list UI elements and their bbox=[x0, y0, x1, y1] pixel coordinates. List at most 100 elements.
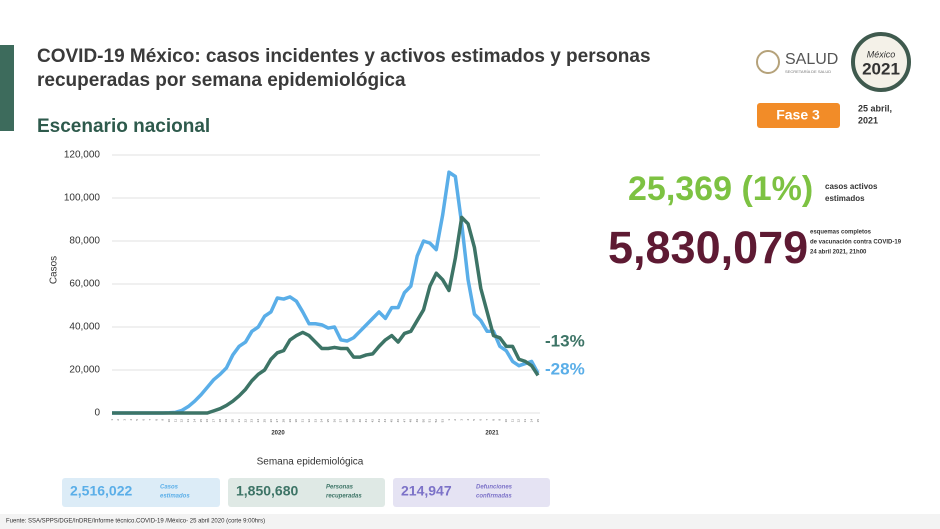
x-tick-label: 11 bbox=[510, 419, 514, 422]
active-label: estimados bbox=[825, 194, 865, 203]
x-tick-label: 7 bbox=[148, 419, 152, 421]
title: COVID-19 México: casos incidentes y acti… bbox=[37, 46, 651, 67]
x-tick-label: 50 bbox=[421, 419, 425, 423]
total-value: 214,947 bbox=[401, 483, 452, 499]
x-tick-label: 10 bbox=[504, 419, 508, 423]
x-tick-label: 34 bbox=[320, 419, 324, 423]
x-tick-label: 9 bbox=[498, 419, 502, 421]
vaccinated: 5,830,079 bbox=[608, 222, 808, 273]
x-tick-label: 22 bbox=[243, 419, 247, 423]
x-tick-label: 12 bbox=[180, 419, 184, 423]
x-tick-label: 53 bbox=[440, 419, 444, 423]
x-tick-label: 31 bbox=[301, 419, 305, 423]
annotation: -13% bbox=[545, 331, 585, 350]
x-tick-label: 8 bbox=[154, 419, 158, 421]
x-tick-label: 20 bbox=[231, 419, 235, 423]
x-tick-label: 45 bbox=[390, 419, 394, 423]
x-tick-label: 39 bbox=[351, 419, 355, 423]
active-label: casos activos bbox=[825, 182, 878, 191]
x-tick-label: 15 bbox=[199, 419, 203, 423]
x-tick-label: 9 bbox=[161, 419, 165, 421]
x-tick-label: 3 bbox=[459, 419, 463, 421]
x-tick-label: 40 bbox=[358, 419, 362, 423]
x-tick-label: 17 bbox=[212, 419, 216, 423]
x-tick-label: 49 bbox=[415, 419, 419, 423]
x-tick-label: 6 bbox=[479, 419, 483, 421]
footer: Fuente: SSA/SPPS/DGE/InDRE/Informe técni… bbox=[6, 519, 265, 525]
total-value: 2,516,022 bbox=[70, 483, 132, 499]
total-value: 1,850,680 bbox=[236, 483, 298, 499]
x-tick-label: 23 bbox=[250, 419, 254, 423]
x-tick-label: 28 bbox=[281, 419, 285, 423]
total-label: confirmadas bbox=[476, 494, 512, 500]
series-line bbox=[112, 170, 540, 415]
x-tick-label: 25 bbox=[262, 419, 266, 423]
logo-2021 bbox=[851, 32, 911, 92]
active-cases: 25,369 (1%) bbox=[628, 170, 813, 208]
x-tick-label: 33 bbox=[313, 419, 317, 423]
accent-bar bbox=[0, 45, 14, 131]
x-tick-label: 13 bbox=[523, 419, 527, 423]
x-tick-label: 5 bbox=[135, 419, 139, 421]
total-box bbox=[62, 478, 220, 507]
y-tick-label: 40,000 bbox=[69, 322, 100, 333]
x-tick-label: 6 bbox=[142, 419, 146, 421]
logo-emblem bbox=[756, 50, 780, 74]
phase-text: Fase 3 bbox=[776, 107, 820, 123]
date: 2021 bbox=[858, 115, 878, 125]
x-tick-label: 10 bbox=[167, 419, 171, 423]
x-tick-label: 12 bbox=[517, 419, 521, 423]
x-tick-label: 14 bbox=[529, 419, 533, 423]
x-tick-label: 4 bbox=[466, 419, 470, 421]
y-tick-label: 20,000 bbox=[69, 365, 100, 376]
total-label: estimados bbox=[160, 494, 190, 500]
x-tick-label: 38 bbox=[345, 419, 349, 423]
x-tick-label: 48 bbox=[409, 419, 413, 423]
x-tick-label: 29 bbox=[288, 419, 292, 423]
x-tick-label: 1 bbox=[447, 419, 451, 421]
x-tick-label: 21 bbox=[237, 419, 241, 423]
x-tick-label: 37 bbox=[339, 419, 343, 423]
x-tick-label: 43 bbox=[377, 419, 381, 423]
y-tick-label: 120,000 bbox=[64, 150, 101, 161]
year-label: 2021 bbox=[485, 431, 499, 437]
x-tick-label: 27 bbox=[275, 419, 279, 423]
x-tick-label: 18 bbox=[218, 419, 222, 423]
x-tick-label: 47 bbox=[402, 419, 406, 423]
subtitle: Escenario nacional bbox=[37, 116, 210, 137]
logo-text: SALUD bbox=[785, 51, 838, 68]
x-tick-label: 36 bbox=[332, 419, 336, 423]
x-axis-label: Semana epidemiológica bbox=[257, 457, 364, 468]
x-tick-label: 8 bbox=[491, 419, 495, 421]
title: recuperadas por semana epidemiológica bbox=[37, 70, 406, 91]
logo-2021-text: México bbox=[867, 49, 896, 59]
x-tick-label: 44 bbox=[383, 419, 387, 423]
total-label: Casos bbox=[160, 485, 179, 491]
vaccinated-label: 24 abril 2021, 21h00 bbox=[810, 250, 867, 256]
x-tick-label: 1 bbox=[110, 419, 114, 421]
x-tick-label: 14 bbox=[192, 419, 196, 423]
total-label: Defunciones bbox=[476, 485, 513, 491]
year-label: 2020 bbox=[271, 431, 285, 437]
x-tick-label: 30 bbox=[294, 419, 298, 423]
x-tick-label: 4 bbox=[129, 419, 133, 421]
y-tick-label: 60,000 bbox=[69, 279, 100, 290]
footer-bar bbox=[0, 514, 940, 529]
x-tick-label: 51 bbox=[428, 419, 432, 423]
x-tick-label: 11 bbox=[173, 419, 177, 422]
x-tick-label: 46 bbox=[396, 419, 400, 423]
y-tick-label: 100,000 bbox=[64, 193, 101, 204]
y-tick-label: 80,000 bbox=[69, 236, 100, 247]
phase-badge bbox=[757, 103, 840, 128]
x-tick-label: 7 bbox=[485, 419, 489, 421]
x-tick-label: 13 bbox=[186, 419, 190, 423]
x-tick-label: 26 bbox=[269, 419, 273, 423]
x-tick-label: 16 bbox=[205, 419, 209, 423]
plot: 0 20,000 40,000 60,000 80,000 100,000 120,000 1… bbox=[64, 150, 540, 423]
x-tick-label: 2 bbox=[453, 419, 457, 421]
x-tick-label: 2 bbox=[116, 419, 120, 421]
x-tick-label: 5 bbox=[472, 419, 476, 421]
x-tick-label: 41 bbox=[364, 419, 368, 423]
x-tick-label: 42 bbox=[370, 419, 374, 423]
